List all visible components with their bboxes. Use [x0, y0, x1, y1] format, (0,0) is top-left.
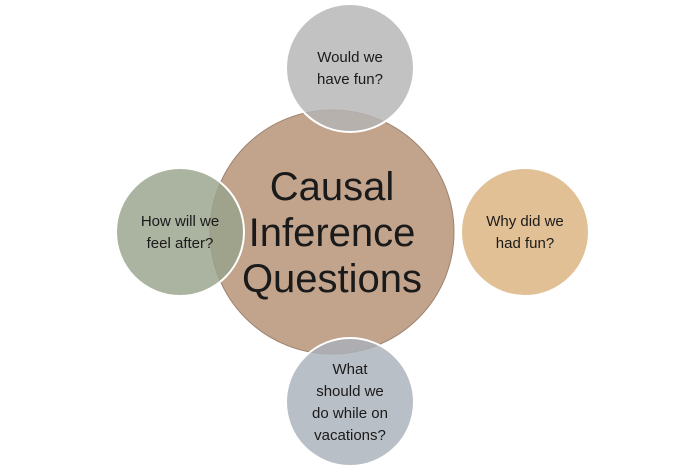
satellite-label-right: had fun?: [496, 235, 554, 252]
satellite-label-left: How will we: [141, 213, 219, 230]
satellite-circle-top: [285, 3, 415, 133]
center-label-line: Inference: [249, 211, 416, 255]
satellite-circle-bottom: [285, 337, 415, 467]
satellite-circle-left: [115, 167, 245, 297]
center-label-line: Questions: [242, 257, 422, 301]
satellite-circle-right: [460, 167, 590, 297]
satellite-label-top: have fun?: [317, 71, 383, 88]
satellite-label-bottom: do while on: [312, 405, 388, 422]
center-label-line: Causal: [270, 165, 395, 209]
satellite-label-top: Would we: [317, 49, 383, 66]
satellite-label-bottom: What: [332, 361, 368, 378]
satellite-label-bottom: should we: [316, 383, 384, 400]
satellite-label-left: feel after?: [147, 235, 214, 252]
satellite-label-right: Why did we: [486, 213, 564, 230]
satellite-label-bottom: vacations?: [314, 427, 386, 444]
